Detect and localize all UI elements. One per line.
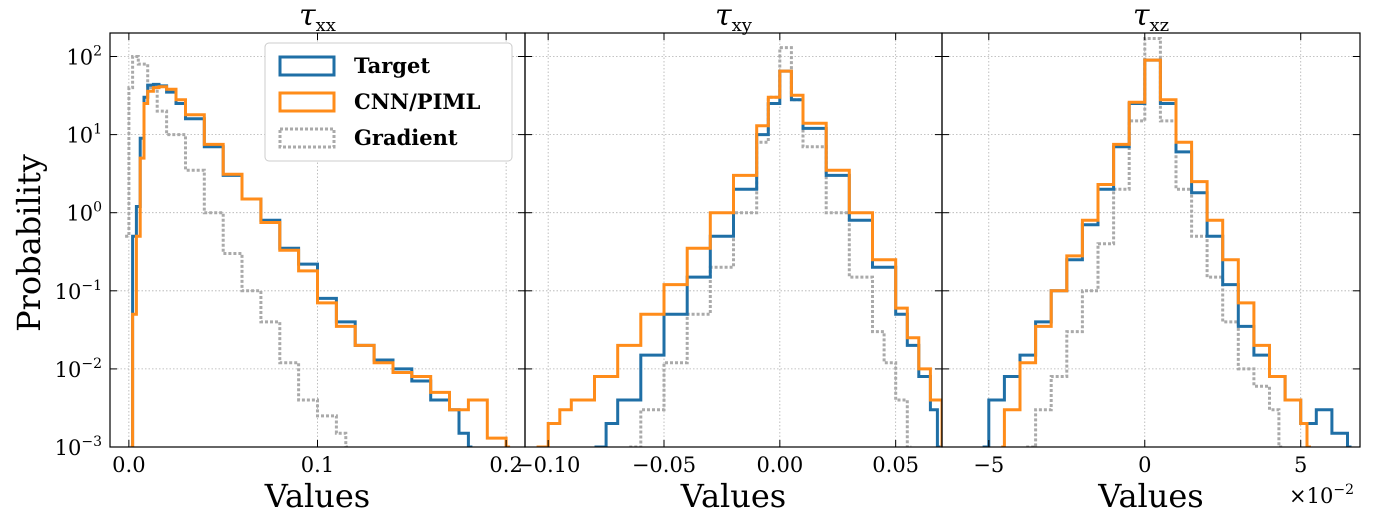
- y-tick-label: 101: [66, 122, 102, 148]
- x-axis-label: Values: [264, 477, 370, 515]
- x-tick-label: 5: [1294, 453, 1307, 477]
- panels: 0.0 0.1 0.210−310−210−1100101102τxxValues−…: [55, 0, 1361, 515]
- x-tick-label: 0.05: [872, 453, 919, 477]
- grid: [942, 33, 1360, 448]
- x-tick-label: 0.2: [489, 453, 522, 477]
- x-tick-label: 0: [1138, 453, 1151, 477]
- series-target: [982, 58, 1352, 447]
- x-tick-label: −0.05: [632, 453, 696, 477]
- y-tick-label: 10−1: [55, 278, 102, 304]
- panel-xx: 0.0 0.1 0.2 10−3 10−2 10−1 100 101 102 τxx Values: [55, 0, 526, 515]
- y-axis-label: Probability: [10, 154, 48, 332]
- series-gradient: [629, 46, 912, 447]
- series-cnn-piml: [1001, 58, 1311, 447]
- y-tick-label: 10−2: [55, 356, 102, 382]
- panel-title: τxy: [715, 0, 753, 36]
- legend: Target CNN/PIML Gradient: [264, 42, 513, 162]
- x-axis-multiplier: ×10−2: [1289, 482, 1354, 508]
- y-tick-label: 100: [66, 200, 102, 226]
- series-cnn-piml: [536, 69, 942, 447]
- x-tick-label: 0.0: [112, 453, 145, 477]
- panel-title: τxz: [1133, 0, 1169, 36]
- legend-swatch: [278, 127, 336, 149]
- panel-xz: −5 0 5 τxz Values ×10−2: [941, 0, 1361, 515]
- legend-swatch: [278, 55, 336, 77]
- panel-title: τxx: [299, 0, 336, 36]
- x-tick-label: −5: [973, 453, 1004, 477]
- x-axis-label: Values: [1097, 477, 1203, 515]
- legend-label: CNN/PIML: [354, 89, 481, 114]
- series-cnn-piml: [130, 85, 511, 447]
- y-tick-label: 10−3: [55, 434, 102, 460]
- x-tick-label: −0.10: [516, 453, 580, 477]
- legend-box: [264, 42, 513, 162]
- legend-label: Target: [354, 53, 430, 78]
- panel-xy: −0.10 −0.05 0.00 0.05 τxy Values: [516, 0, 943, 515]
- series-gradient: [1026, 37, 1283, 447]
- y-tick-label: 102: [66, 44, 102, 70]
- x-tick-label: 0.00: [756, 453, 803, 477]
- series-gradient: [125, 55, 350, 447]
- x-tick-label: 0.1: [301, 453, 334, 477]
- legend-label: Gradient: [354, 125, 458, 150]
- x-axis-label: Values: [680, 477, 786, 515]
- legend-swatch: [278, 91, 336, 113]
- axes-frame: [941, 32, 1361, 448]
